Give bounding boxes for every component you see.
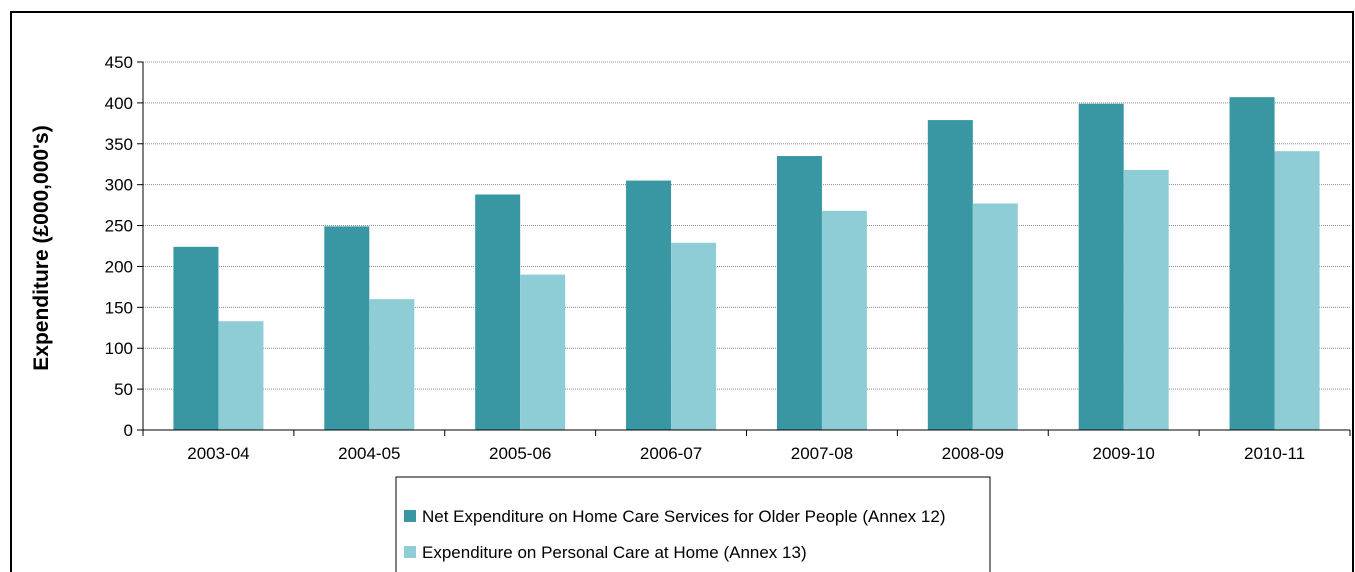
axes <box>137 61 1351 436</box>
bar-series-0-2003-04 <box>173 246 219 430</box>
x-tick-label: 2006-07 <box>640 444 702 463</box>
legend: Net Expenditure on Home Care Services fo… <box>395 476 991 572</box>
legend-swatch-net-expenditure <box>404 510 416 522</box>
x-tick-label: 2005-06 <box>489 444 551 463</box>
bar-series-0-2006-07 <box>626 180 672 430</box>
y-axis-title: Expenditure (£000,000's) <box>30 125 53 370</box>
bar-series-0-2007-08 <box>776 156 822 431</box>
y-tick-label: 0 <box>124 421 133 440</box>
bar-series-1-2003-04 <box>218 321 264 430</box>
bar-series-1-2009-10 <box>1123 169 1169 431</box>
y-tick-label: 250 <box>105 217 133 236</box>
tick-labels: 0 50 100 150 200 250 300 350 400 450 2003-04 2004-0… <box>105 53 1306 463</box>
bar-series-1-2005-06 <box>520 274 566 430</box>
bar-series-0-2010-11 <box>1229 97 1275 431</box>
legend-label-net-expenditure: Net Expenditure on Home Care Services fo… <box>422 507 945 526</box>
y-tick-label: 400 <box>105 94 133 113</box>
bar-series-1-2006-07 <box>671 242 717 430</box>
bar-series-1-2008-09 <box>972 203 1018 430</box>
x-tick-label: 2010-11 <box>1244 444 1305 463</box>
y-tick-label: 200 <box>105 257 133 276</box>
y-tick-label: 450 <box>105 53 133 72</box>
bar-series-0-2004-05 <box>324 226 370 430</box>
bar-series-1-2004-05 <box>369 299 415 430</box>
x-tick-label: 2004-05 <box>338 444 400 463</box>
bar-series-1-2010-11 <box>1274 151 1320 431</box>
gridlines <box>143 61 1350 390</box>
bar-series-1-2007-08 <box>821 210 867 430</box>
y-tick-label: 150 <box>105 298 133 317</box>
bar-series-0-2005-06 <box>475 194 521 430</box>
y-tick-label: 50 <box>114 380 133 399</box>
bars <box>173 97 1320 431</box>
x-tick-label: 2007-08 <box>791 444 853 463</box>
legend-swatch-personal-care <box>404 546 416 558</box>
legend-box <box>395 476 991 572</box>
y-tick-label: 100 <box>105 339 133 358</box>
x-tick-label: 2008-09 <box>942 444 1004 463</box>
y-tick-label: 300 <box>105 176 133 195</box>
x-tick-label: 2009-10 <box>1092 444 1154 463</box>
bar-series-0-2008-09 <box>927 120 973 430</box>
x-tick-label: 2003-04 <box>187 444 249 463</box>
legend-label-personal-care: Expenditure on Personal Care at Home (An… <box>422 543 807 562</box>
bar-series-0-2009-10 <box>1078 103 1124 430</box>
y-tick-label: 350 <box>105 135 133 154</box>
